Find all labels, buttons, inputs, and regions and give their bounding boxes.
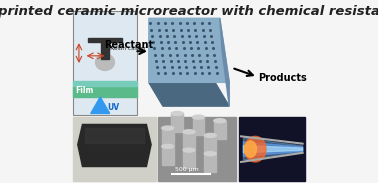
Polygon shape [220,18,229,106]
Polygon shape [243,138,303,160]
Ellipse shape [96,54,115,70]
Polygon shape [149,18,229,82]
Bar [183,132,195,150]
Ellipse shape [245,136,266,162]
Polygon shape [243,142,303,156]
Ellipse shape [204,152,216,156]
Text: UV: UV [107,103,119,112]
Ellipse shape [171,111,183,115]
Bar [158,117,236,181]
Bar [162,146,174,165]
Text: Resin caster: Resin caster [110,46,146,51]
Bar [239,117,305,181]
Text: 3D-printed ceramic microreactor with chemical resistance: 3D-printed ceramic microreactor with che… [0,5,378,18]
Bar [214,121,226,139]
Bar [73,86,137,97]
Polygon shape [149,82,229,106]
Text: Products: Products [258,73,307,83]
Ellipse shape [192,115,204,119]
Bar [171,113,183,132]
Ellipse shape [162,126,174,130]
Bar [88,38,122,42]
Bar [204,154,216,172]
Bar [183,150,195,168]
Ellipse shape [204,133,216,137]
FancyBboxPatch shape [73,11,137,115]
Bar [162,128,174,146]
Polygon shape [91,97,110,113]
Text: Film: Film [75,86,94,95]
Polygon shape [243,145,303,153]
Bar [85,128,144,143]
Bar [73,81,137,86]
Ellipse shape [214,119,226,123]
Ellipse shape [183,130,195,134]
Text: Reactant: Reactant [104,40,153,51]
Bar [73,117,156,181]
Ellipse shape [245,141,256,157]
Bar [192,117,204,135]
Ellipse shape [162,144,174,148]
Bar [204,135,216,154]
Polygon shape [78,124,151,167]
Text: 500 μm: 500 μm [175,167,198,172]
Bar [101,40,108,59]
Ellipse shape [183,148,195,152]
